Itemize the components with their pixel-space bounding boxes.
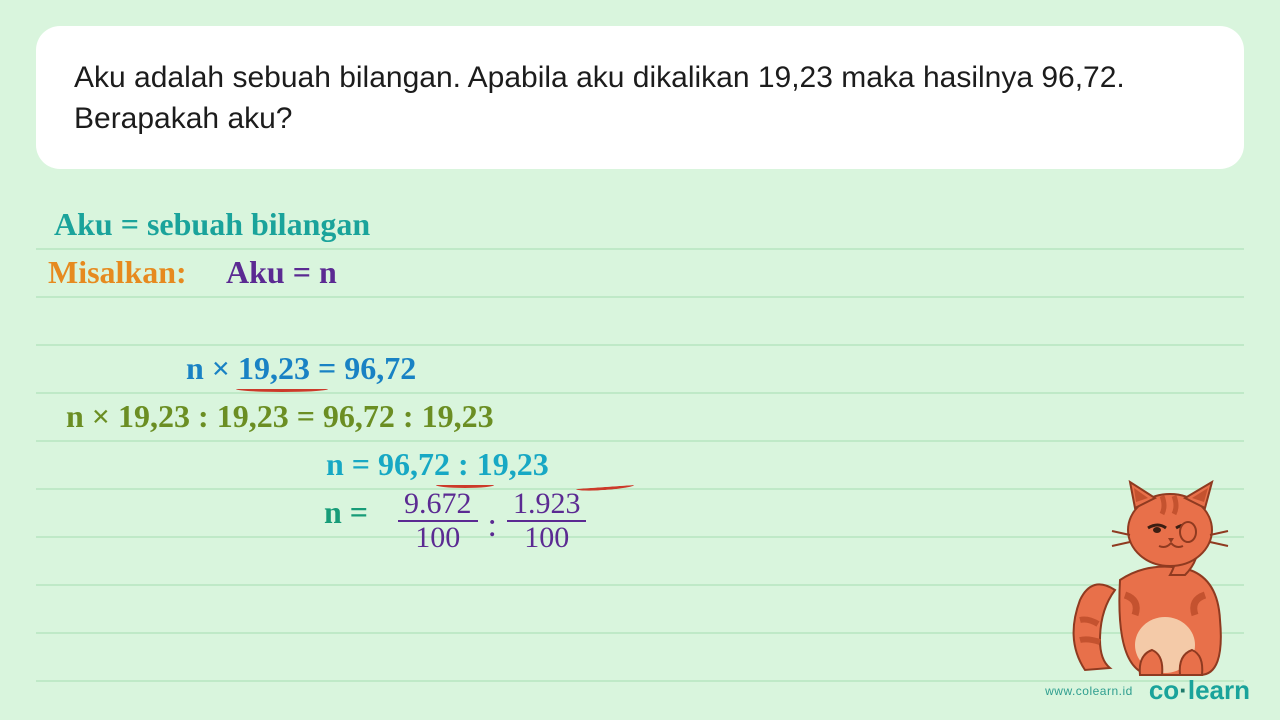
logo-part-co: co [1149, 675, 1179, 705]
logo-part-learn: learn [1188, 675, 1250, 705]
line-eq3: n = 96,72 : 19,23 [326, 446, 549, 483]
fraction-1-den: 100 [409, 522, 466, 554]
colearn-logo: co·learn [1149, 675, 1250, 706]
line-aku-label: Aku = sebuah bilangan [54, 206, 370, 243]
fraction-2-num: 1.923 [507, 488, 587, 522]
fraction-2: 1.923 100 [507, 488, 587, 553]
underline-red-1 [236, 386, 328, 392]
cat-illustration [1070, 480, 1240, 680]
fraction-2-den: 100 [518, 522, 575, 554]
fraction-1-num: 9.672 [398, 488, 478, 522]
rule-line [36, 536, 1244, 538]
question-text: Aku adalah sebuah bilangan. Apabila aku … [74, 58, 1206, 139]
rule-line [36, 248, 1244, 250]
rule-line [36, 296, 1244, 298]
fraction-row: 9.672 100 : 1.923 100 [394, 488, 590, 553]
fraction-divider: : [482, 507, 503, 545]
line-aku-equals-n: Aku = n [226, 254, 337, 291]
footer-url: www.colearn.id [1045, 684, 1133, 698]
line-eq4-prefix: n = [324, 494, 368, 531]
rule-line [36, 440, 1244, 442]
fraction-1: 9.672 100 [398, 488, 478, 553]
rule-line [36, 344, 1244, 346]
rule-line [36, 488, 1244, 490]
line-misalkan: Misalkan: [48, 254, 187, 291]
notebook-area: Aku = sebuah bilangan Misalkan: Aku = n … [36, 200, 1244, 700]
rule-line [36, 392, 1244, 394]
logo-part-dot: · [1179, 675, 1188, 705]
question-card: Aku adalah sebuah bilangan. Apabila aku … [36, 26, 1244, 169]
footer: www.colearn.id co·learn [1045, 675, 1250, 706]
line-eq1: n × 19,23 = 96,72 [186, 350, 416, 387]
rule-line [36, 584, 1244, 586]
rule-line [36, 632, 1244, 634]
line-eq2: n × 19,23 : 19,23 = 96,72 : 19,23 [66, 398, 494, 435]
